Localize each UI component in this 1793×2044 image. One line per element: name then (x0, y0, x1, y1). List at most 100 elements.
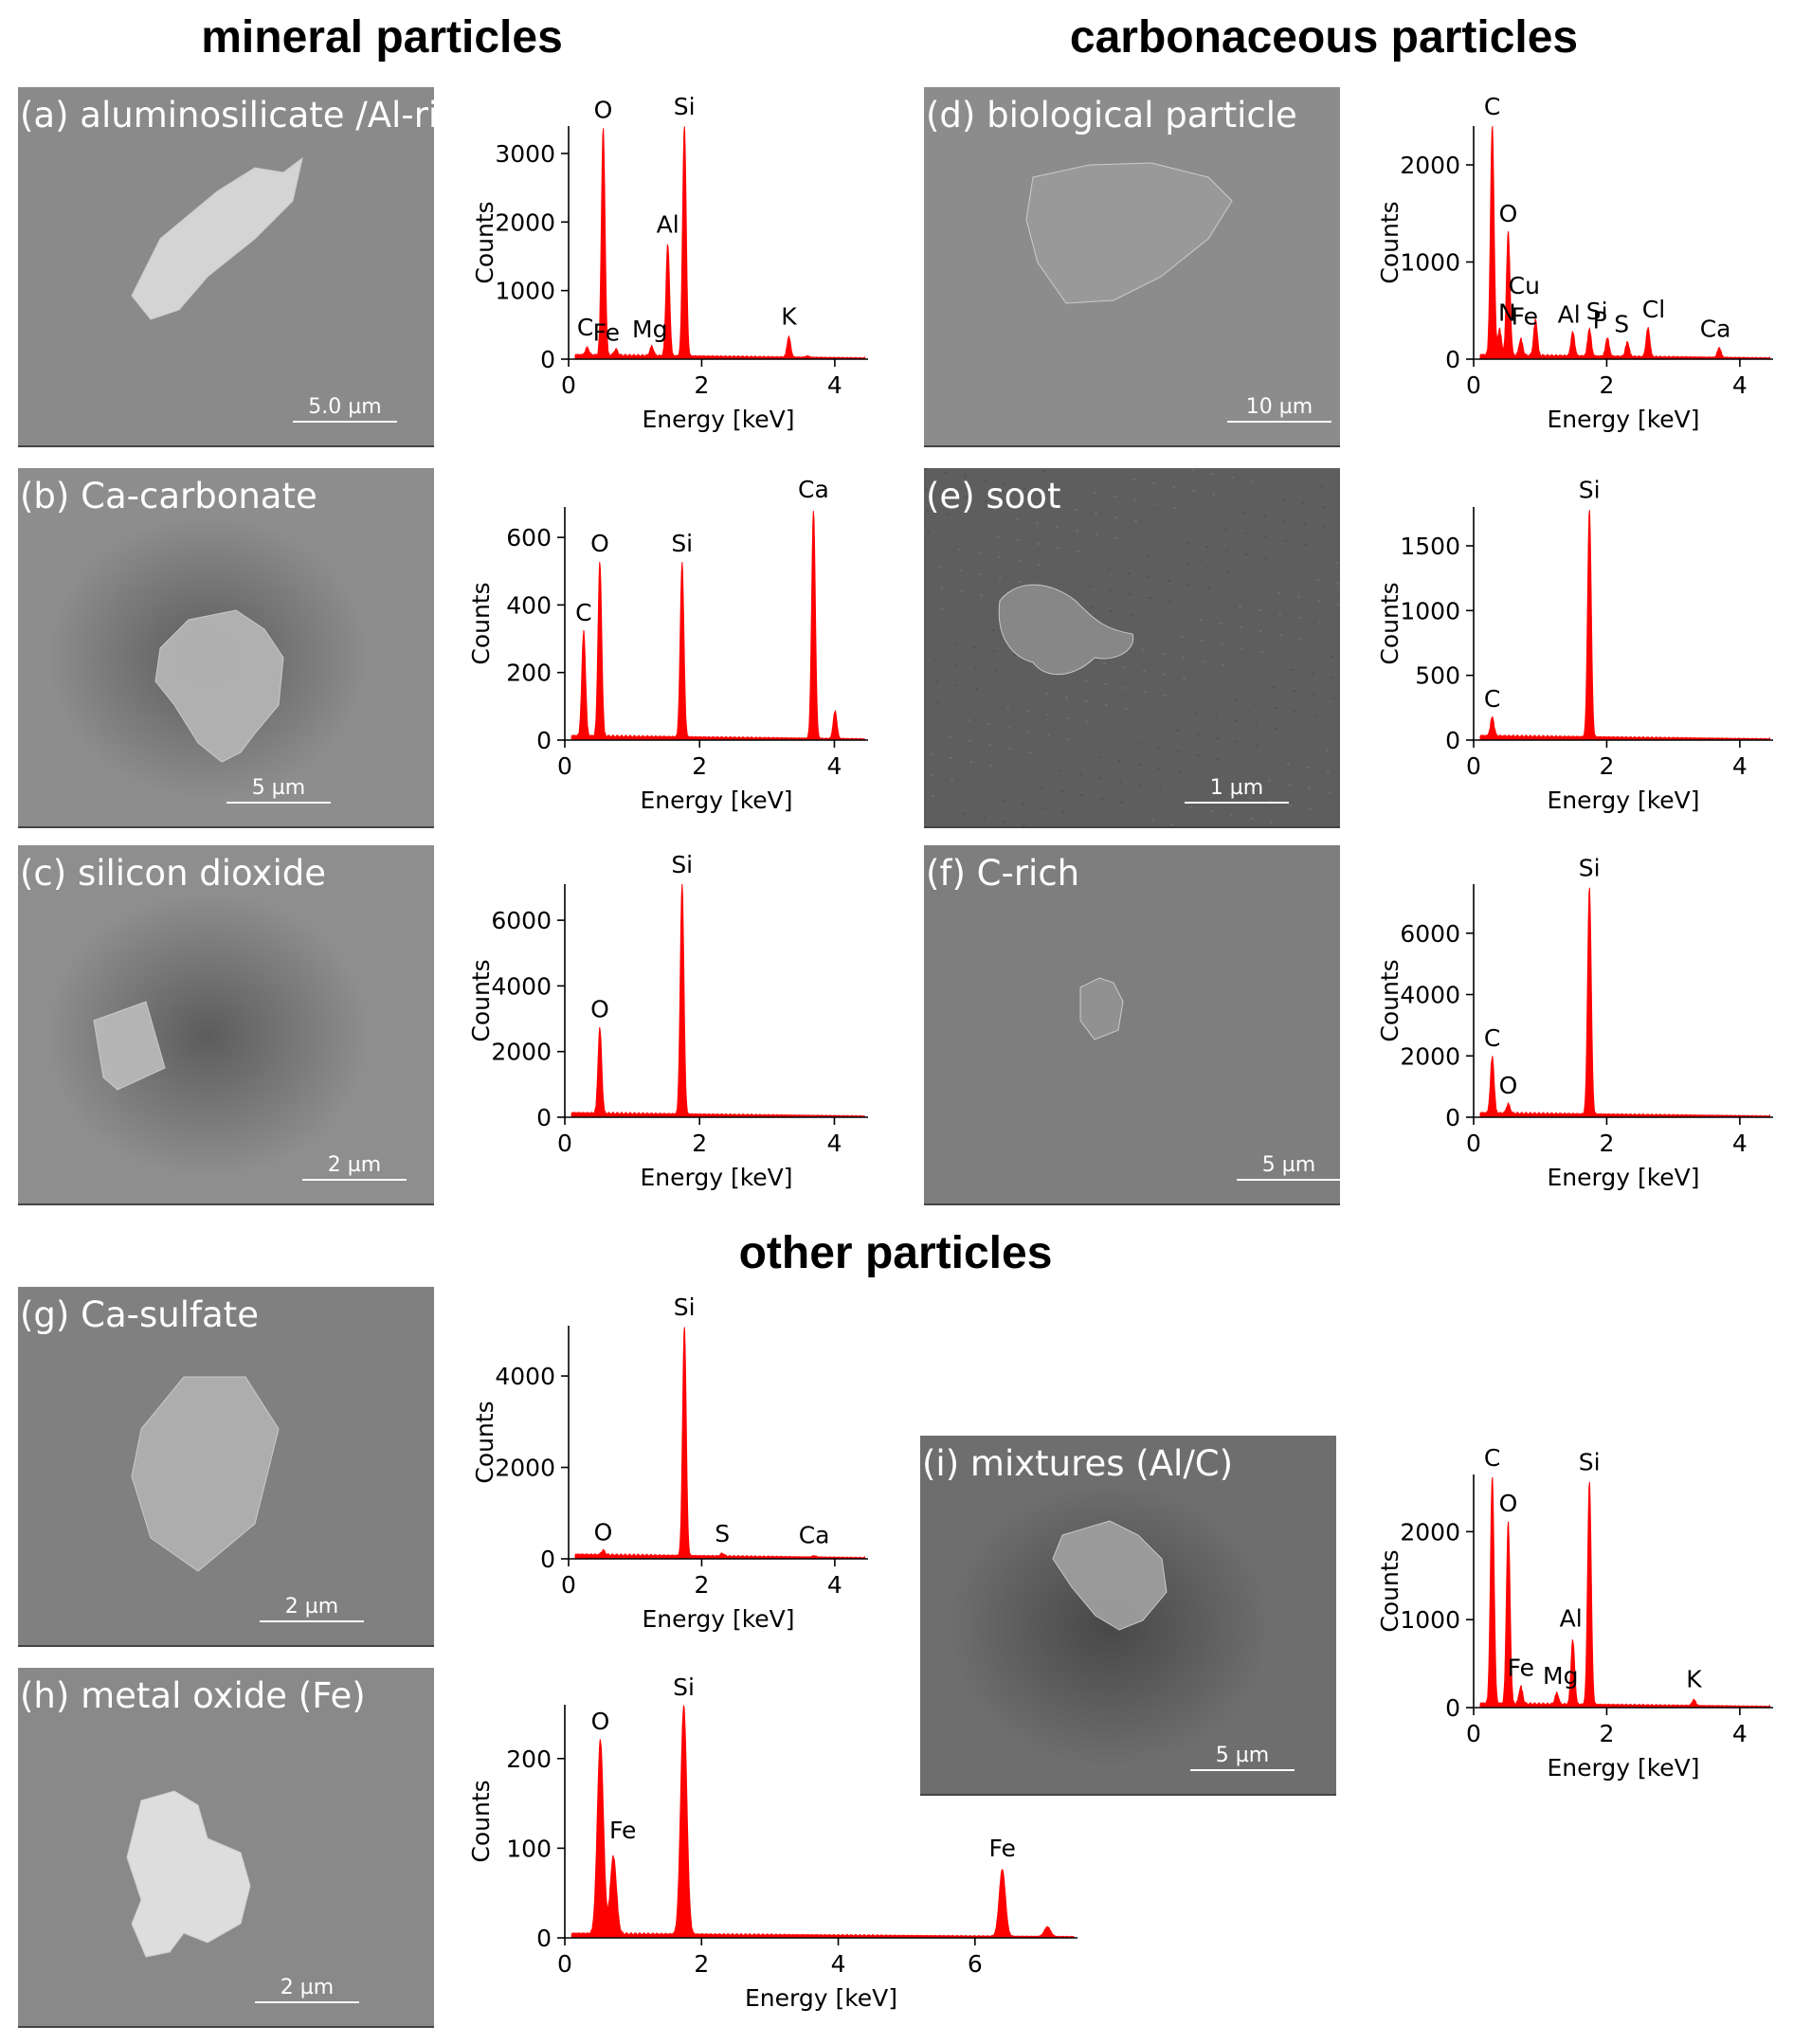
panel-label-h: (h) metal oxide (Fe) (20, 1675, 366, 1716)
y-axis-label: Counts (467, 959, 495, 1041)
peak-label: Fe (593, 319, 620, 347)
peak-label: Fe (609, 1817, 636, 1844)
y-axis-label: Counts (1376, 959, 1404, 1041)
section-title-mineral: mineral particles (201, 12, 563, 63)
particle-shape-c (93, 1001, 166, 1091)
x-tick-label: 4 (831, 1950, 846, 1978)
peak-label: N (1498, 298, 1516, 326)
x-axis-label: Energy [keV] (1547, 787, 1699, 814)
x-tick-label: 4 (827, 371, 842, 399)
particle-shape-i (1052, 1520, 1168, 1631)
sem-image-b: (b) Ca-carbonate 5 µm (18, 468, 434, 828)
x-tick-label: 2 (1599, 371, 1614, 399)
peak-label: Si (671, 530, 693, 557)
axes-spines (564, 507, 868, 741)
peak-label: C (1484, 685, 1500, 713)
sem-image-e: (e) soot 1 µm (924, 468, 1340, 828)
x-tick-label: 4 (826, 752, 842, 780)
section-title-other: other particles (738, 1228, 1053, 1278)
x-axis-label: Energy [keV] (642, 1605, 794, 1633)
x-tick-label: 0 (557, 752, 572, 780)
x-tick-label: 0 (1466, 1130, 1481, 1157)
peak-label: O (594, 97, 613, 124)
scale-bar-label-a: 5.0 µm (308, 395, 382, 419)
y-tick-label: 1500 (1400, 533, 1460, 560)
panel-label-c: (c) silicon dioxide (20, 853, 326, 894)
particle-shape-g (131, 1376, 280, 1572)
y-tick-label: 0 (1445, 727, 1460, 754)
y-tick-label: 6000 (491, 907, 552, 934)
scale-bar-d (1227, 421, 1331, 423)
x-axis-label: Energy [keV] (745, 1984, 897, 2012)
x-axis-label: Energy [keV] (640, 1164, 792, 1191)
y-tick-label: 0 (536, 1925, 552, 1952)
peak-label: O (590, 530, 609, 557)
y-tick-label: 4000 (1400, 982, 1460, 1009)
peak-label: P (1593, 306, 1607, 334)
y-tick-label: 2000 (495, 208, 555, 236)
y-tick-label: 0 (536, 1104, 552, 1131)
spectrum-area (1479, 126, 1770, 360)
y-tick-label: 4000 (495, 1363, 555, 1390)
peak-label: Al (1558, 300, 1581, 328)
spectrum-area (570, 883, 865, 1118)
x-axis-label: Energy [keV] (640, 787, 792, 814)
sem-image-h: (h) metal oxide (Fe) 2 µm (18, 1668, 434, 2028)
x-axis-label: Energy [keV] (1547, 1754, 1699, 1782)
peak-label: Si (1586, 298, 1608, 325)
peak-label: Fe (988, 1835, 1015, 1862)
peak-label: Mg (632, 316, 667, 343)
scale-bar-label-b: 5 µm (251, 776, 306, 800)
scale-bar-c (302, 1179, 407, 1181)
scale-bar-label-f: 5 µm (1261, 1153, 1316, 1177)
scale-bar-e (1185, 802, 1289, 804)
particle-shape-e (998, 584, 1134, 676)
panel-label-e: (e) soot (926, 476, 1061, 516)
particle-image-h (46, 1715, 369, 1999)
scale-bar-label-d: 10 µm (1245, 395, 1313, 419)
scale-bar-label-g: 2 µm (284, 1595, 339, 1619)
x-tick-label: 2 (1599, 1720, 1614, 1747)
peak-label: Al (657, 210, 679, 238)
spectrum-area (570, 511, 865, 741)
peak-label: Cu (1509, 272, 1540, 299)
spectrum-area (574, 126, 865, 360)
spectrum-area (1479, 1476, 1770, 1709)
x-tick-label: 2 (694, 1571, 709, 1599)
scale-bar-label-c: 2 µm (327, 1153, 382, 1177)
spectrum-chart-d: C N O Fe Cu Al SiP S Cl Ca 0 2 4 0 1000 2000 Energy [keV… (1376, 93, 1773, 433)
scale-bar-f (1237, 1179, 1340, 1181)
spectrum-chart-f: CO Si 0 2 4 0 2000 4000 6000 Energy [keV] Counts (1376, 854, 1773, 1191)
spectrum-chart-c: O Si 0 2 4 0 2000 4000 6000 Energy [keV] Counts (467, 851, 868, 1191)
axes-spines (1473, 507, 1773, 741)
peak-label: Ca (798, 476, 829, 503)
peak-label: O (590, 995, 609, 1022)
x-tick-label: 4 (827, 1571, 842, 1599)
x-axis-label: Energy [keV] (642, 406, 794, 433)
axes-spines (1473, 884, 1773, 1118)
peak-label: O (1499, 1072, 1518, 1099)
spectrum-area (570, 1705, 1075, 1939)
x-tick-label: 4 (826, 1130, 842, 1157)
panel-label-a: (a) aluminosilicate /Al-rich (20, 95, 434, 136)
y-tick-label: 500 (1415, 662, 1460, 690)
peak-label: K (781, 302, 797, 330)
y-tick-label: 0 (540, 1546, 555, 1573)
x-axis-label: Energy [keV] (1547, 1164, 1699, 1191)
particle-shape-d (1025, 162, 1233, 304)
x-tick-label: 0 (1466, 1720, 1481, 1747)
peak-label: Si (1579, 477, 1601, 504)
scale-bar-g (260, 1620, 364, 1622)
x-tick-label: 4 (1732, 371, 1748, 399)
y-axis-label: Counts (471, 201, 498, 283)
y-tick-label: 2000 (1400, 1518, 1460, 1546)
y-tick-label: 600 (506, 524, 552, 552)
x-tick-label: 2 (694, 1950, 709, 1978)
panel-label-f: (f) C-rich (926, 853, 1080, 894)
y-axis-label: Counts (471, 1401, 498, 1483)
sem-image-a: (a) aluminosilicate /Al-rich 5.0 µm (18, 87, 434, 447)
peak-label: Si (674, 1293, 696, 1321)
scale-bar-a (293, 421, 397, 423)
y-tick-label: 1000 (1400, 1606, 1460, 1634)
x-tick-label: 0 (557, 1130, 572, 1157)
